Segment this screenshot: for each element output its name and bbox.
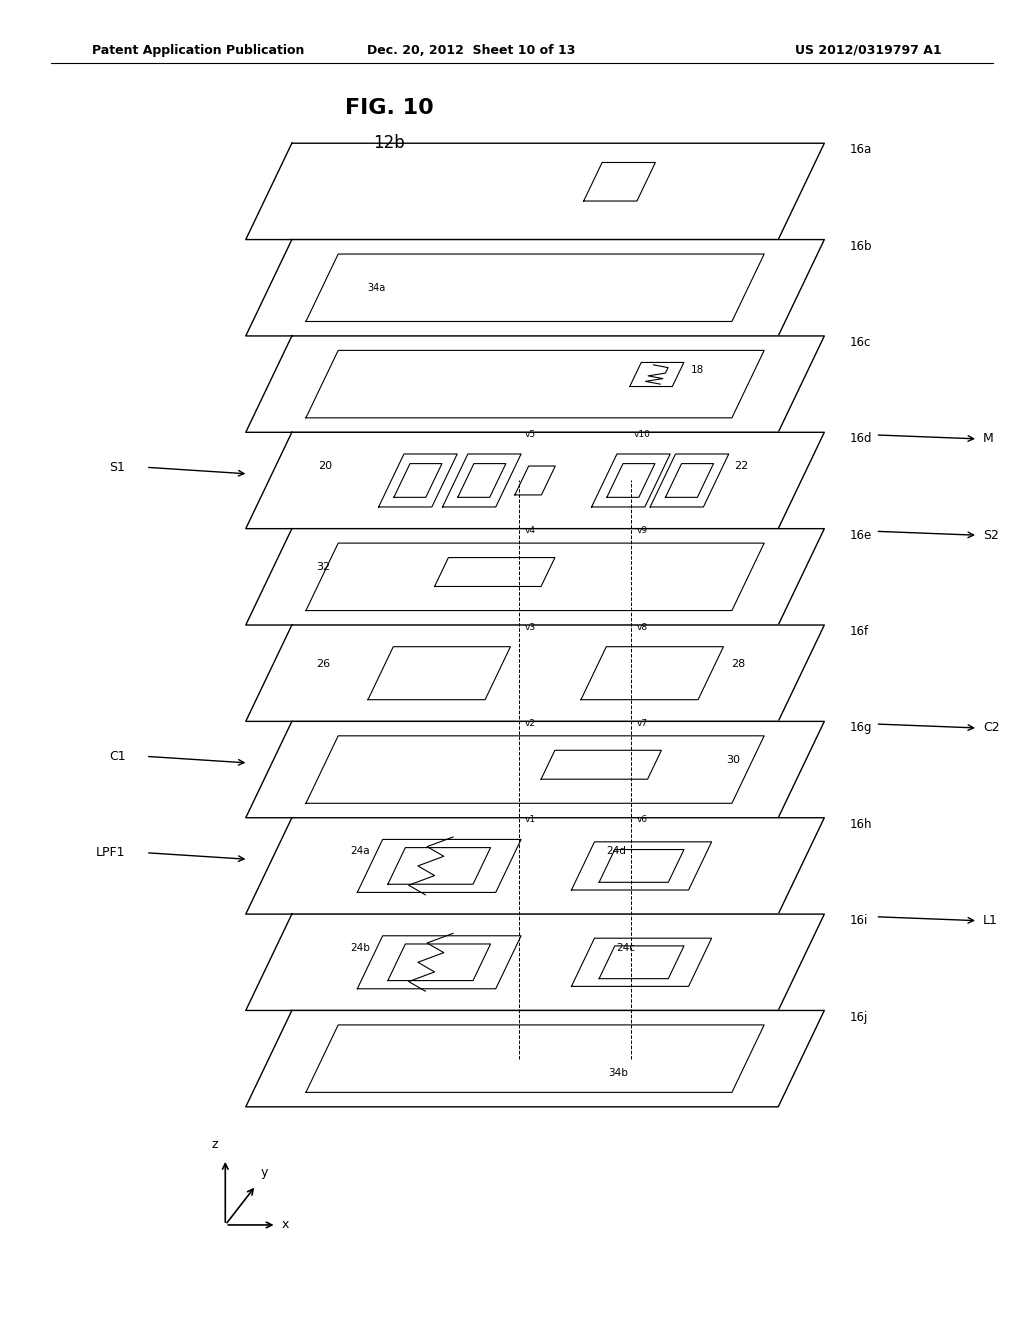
Polygon shape [458,463,506,498]
Polygon shape [246,433,824,528]
Polygon shape [571,939,712,986]
Text: 24a: 24a [350,846,370,857]
Polygon shape [599,850,684,882]
Polygon shape [306,253,764,322]
Text: x: x [282,1218,289,1232]
Polygon shape [306,543,764,611]
Polygon shape [599,946,684,978]
Text: 16f: 16f [850,626,869,638]
Text: y: y [261,1166,268,1179]
Text: S2: S2 [983,529,999,541]
Text: Patent Application Publication: Patent Application Publication [92,44,304,57]
Polygon shape [650,454,729,507]
Text: v6: v6 [636,816,647,824]
Text: 28: 28 [731,659,745,668]
Text: 24b: 24b [350,942,370,953]
Text: v9: v9 [636,527,647,535]
Polygon shape [584,162,655,201]
Polygon shape [541,750,662,779]
Text: v7: v7 [636,719,647,727]
Polygon shape [246,1011,824,1106]
Text: 34a: 34a [368,282,386,293]
Polygon shape [246,144,824,240]
Text: 22: 22 [733,461,748,471]
Text: 16e: 16e [850,529,872,541]
Polygon shape [434,557,555,586]
Polygon shape [246,240,824,335]
Text: 16j: 16j [850,1011,868,1023]
Text: 24c: 24c [616,942,636,953]
Text: 26: 26 [316,659,330,668]
Polygon shape [246,721,824,817]
Polygon shape [246,817,824,915]
Text: v2: v2 [524,719,536,727]
Text: v3: v3 [524,623,536,631]
Text: LPF1: LPF1 [96,846,126,859]
Text: 16c: 16c [850,337,871,348]
Text: 24d: 24d [606,846,626,857]
Polygon shape [246,337,824,433]
Polygon shape [592,454,670,507]
Text: 12b: 12b [373,133,406,152]
Text: 20: 20 [318,461,333,471]
Polygon shape [306,1024,764,1093]
Polygon shape [388,944,490,981]
Polygon shape [357,840,521,892]
Text: 32: 32 [316,562,330,572]
Text: v4: v4 [524,527,536,535]
Text: 18: 18 [691,364,705,375]
Text: Dec. 20, 2012  Sheet 10 of 13: Dec. 20, 2012 Sheet 10 of 13 [367,44,575,57]
Text: 16a: 16a [850,144,872,156]
Text: C1: C1 [109,750,126,763]
Text: M: M [983,433,993,445]
Text: v8: v8 [636,623,647,631]
Polygon shape [515,466,555,495]
Text: v1: v1 [524,816,536,824]
Text: S1: S1 [110,461,126,474]
Polygon shape [630,363,684,387]
Text: 16g: 16g [850,722,872,734]
Text: L1: L1 [983,915,998,927]
Text: US 2012/0319797 A1: US 2012/0319797 A1 [796,44,942,57]
Polygon shape [394,463,442,498]
Polygon shape [368,647,510,700]
Text: 16d: 16d [850,433,872,445]
Polygon shape [571,842,712,890]
Text: v10: v10 [634,430,650,438]
Text: 16i: 16i [850,915,868,927]
Polygon shape [379,454,457,507]
Text: C2: C2 [983,722,999,734]
Polygon shape [581,647,723,700]
Text: z: z [212,1138,218,1151]
Polygon shape [246,626,824,722]
Text: v5: v5 [524,430,536,438]
Text: FIG. 10: FIG. 10 [345,98,433,119]
Polygon shape [388,847,490,884]
Polygon shape [357,936,521,989]
Polygon shape [666,463,714,498]
Text: 30: 30 [726,755,740,764]
Polygon shape [607,463,655,498]
Text: 34b: 34b [608,1068,628,1078]
Text: 16h: 16h [850,818,872,830]
Text: 16b: 16b [850,240,872,252]
Polygon shape [246,529,824,626]
Polygon shape [442,454,521,507]
Polygon shape [306,350,764,418]
Polygon shape [246,913,824,1011]
Polygon shape [306,735,764,804]
